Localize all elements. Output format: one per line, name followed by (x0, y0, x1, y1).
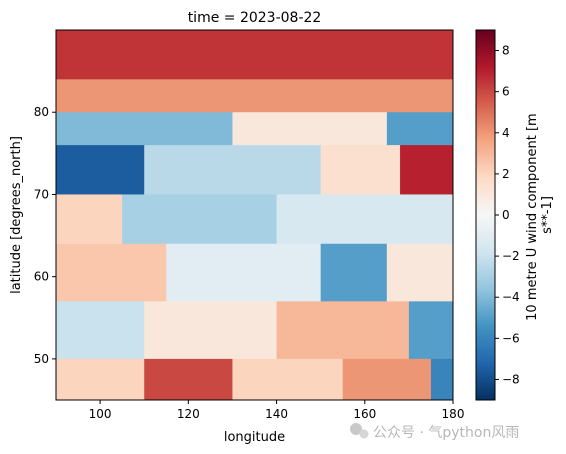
plot-frame (55, 29, 454, 401)
y-axis-ticks: 50 60 70 80 (34, 105, 56, 366)
heatmap-cell-18 (276, 301, 410, 360)
colorbar-tick-label: −8 (502, 372, 520, 386)
colorbar-label: 10 metre U wind component [m s**-1] (525, 109, 555, 321)
heatmap-cells (56, 30, 453, 400)
colorbar-label-line1: 10 metre U wind component [m (525, 113, 540, 321)
x-tick-label: 120 (177, 407, 200, 421)
heatmap-cell-1 (56, 79, 453, 113)
colorbar-label-line2: s**-1] (540, 196, 555, 234)
heatmap-cell-19 (408, 301, 453, 360)
heatmap-cell-12 (56, 243, 167, 302)
heatmap-cell-20 (56, 358, 145, 400)
heatmap-cell-21 (144, 358, 233, 400)
heatmap-cell-4 (386, 112, 453, 146)
heatmap-cell-16 (56, 301, 145, 360)
y-tick-label: 50 (34, 352, 49, 366)
heatmap-cell-9 (56, 194, 123, 245)
heatmap-cell-3 (232, 112, 388, 146)
x-tick-label: 180 (442, 407, 465, 421)
watermark: 公众号 · 气python风雨 (350, 423, 519, 441)
heatmap-cell-17 (144, 301, 278, 360)
heatmap-cell-8 (400, 145, 453, 195)
heatmap-cell-7 (320, 145, 401, 195)
colorbar-tick-label: 2 (502, 167, 510, 181)
x-tick-label: 160 (353, 407, 376, 421)
heatmap-cell-22 (232, 358, 344, 400)
heatmap-cell-13 (166, 243, 322, 302)
colorbar-tick-label: −6 (502, 331, 520, 345)
heatmap-cell-14 (320, 243, 388, 302)
heatmap-cell-23 (342, 358, 432, 400)
x-axis-label: longitude (224, 430, 285, 445)
x-axis-ticks: 100 120 140 160 180 (89, 400, 465, 421)
heatmap-cell-0 (56, 30, 453, 80)
x-tick-label: 140 (265, 407, 288, 421)
colorbar-tick-label: 0 (502, 208, 510, 222)
heatmap-cell-15 (386, 243, 453, 302)
y-axis-label: latitude [degrees_north] (9, 136, 24, 294)
heatmap-cell-24 (430, 358, 453, 400)
heatmap-cell-2 (56, 112, 233, 146)
chart-title: time = 2023-08-22 (188, 10, 322, 26)
colorbar-tick-label: 8 (502, 44, 510, 58)
colorbar-ticks: 8 6 4 2 0 −2 −4 −6 −8 (495, 44, 520, 386)
colorbar-tick-label: 4 (502, 126, 510, 140)
y-tick-label: 70 (34, 187, 49, 201)
heatmap-cell-11 (276, 194, 453, 245)
heatmap-cell-5 (56, 145, 145, 195)
colorbar (475, 29, 496, 401)
wechat-logo-icon-small (359, 429, 369, 439)
watermark-text: 公众号 · 气python风雨 (373, 425, 519, 441)
colorbar-tick-label: 6 (502, 85, 510, 99)
x-tick-label: 100 (89, 407, 112, 421)
colorbar-tick-label: −4 (502, 290, 520, 304)
heatmap-cell-10 (122, 194, 278, 245)
wechat-logo-icon (350, 423, 362, 435)
colorbar-tick-label: −2 (502, 249, 520, 263)
heatmap-cell-6 (144, 145, 322, 195)
y-tick-label: 60 (34, 270, 49, 284)
y-tick-label: 80 (34, 105, 49, 119)
